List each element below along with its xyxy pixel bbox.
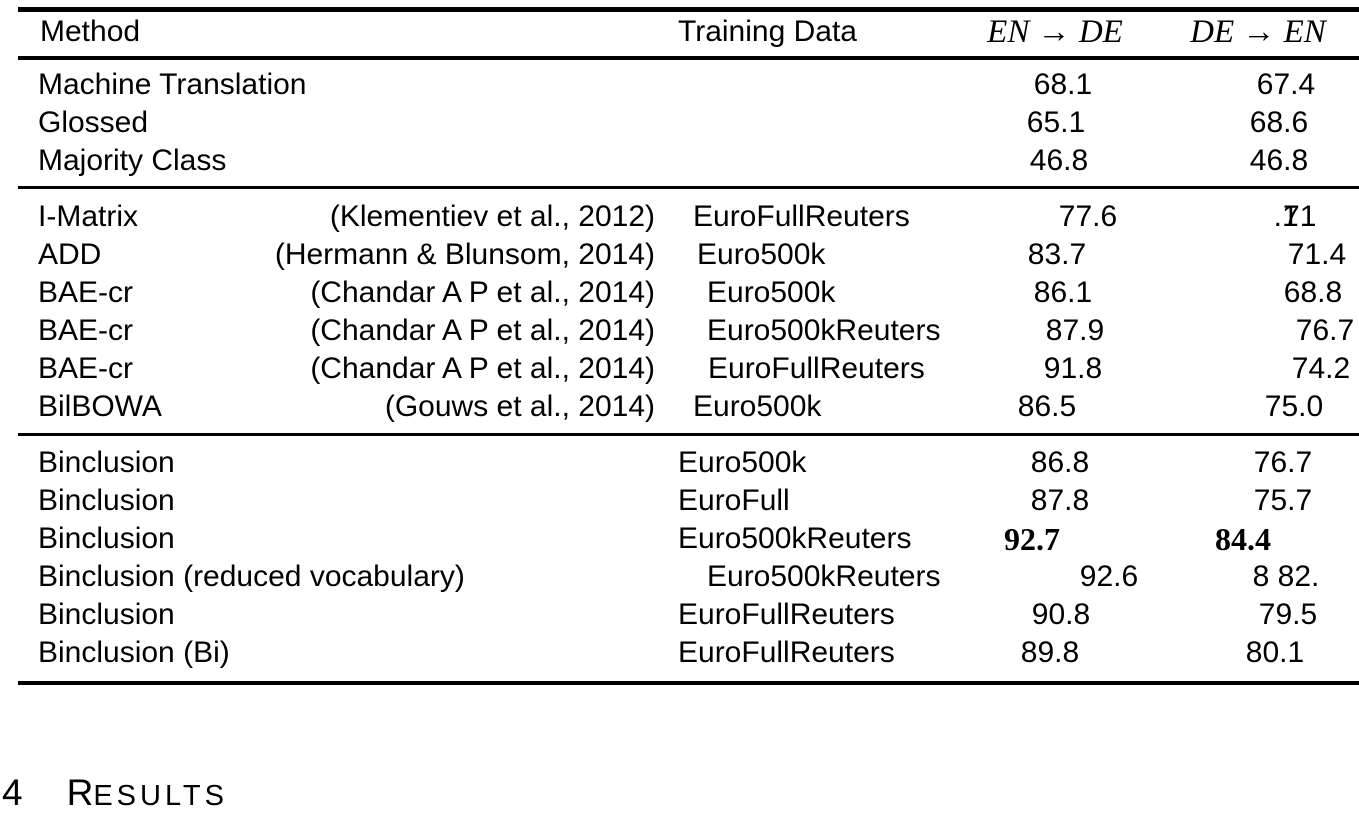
score-cell-de-en: 76.7 (1253, 446, 1313, 479)
table-rule-below-header (18, 56, 1359, 60)
table-row: BAE-cr (Chandar A P et al., 2014) Euro500k… (0, 274, 1359, 312)
score-cell-en-de: 87.8 (1030, 484, 1090, 517)
training-data-cell: Euro500kReuters (707, 314, 941, 347)
table-rule-top (18, 7, 1359, 12)
table-row: I-Matrix (Klementiev et al., 2012) EuroFul… (0, 198, 1359, 236)
method-cell: Binclusion (38, 522, 175, 555)
table-row: Binclusion Euro500kReuters 92.7 84.4 (0, 520, 1359, 558)
method-cell: I-Matrix (38, 200, 138, 233)
method-cell: Glossed (38, 106, 149, 139)
table-row: Binclusion EuroFullReuters 90.8 79.5 (0, 596, 1359, 634)
table-section-baselines: Machine Translation 68.1 67.4 Glossed 65.1 68… (0, 66, 1359, 180)
method-cell: Machine Translation (38, 68, 307, 101)
training-data-cell: EuroFullReuters (708, 352, 925, 385)
score-cell-de-en: 84.4 (1215, 521, 1271, 557)
score-cell-en-de: 91.8 (1043, 352, 1103, 385)
section-number: 4 (2, 772, 23, 813)
method-cell: Binclusion (38, 446, 175, 479)
method-cell: Binclusion (reduced vocabulary) (38, 560, 465, 593)
method-cell: Majority Class (38, 144, 227, 177)
training-data-cell: Euro500kReuters (707, 560, 941, 593)
score-cell-en-de: 86.5 (1017, 390, 1077, 423)
score-cell-en-de: 68.1 (1033, 68, 1093, 101)
table-row: Glossed 65.1 68.6 (0, 104, 1359, 142)
method-cell: Binclusion (38, 484, 175, 517)
score-cell-en-de: 46.8 (1029, 144, 1089, 177)
method-cell: ADD (38, 238, 102, 271)
score-cell-en-de: 86.8 (1030, 446, 1090, 479)
training-data-cell: Euro500k (678, 446, 807, 479)
method-cell: BAE-cr (38, 276, 134, 309)
method-cell: Binclusion (Bi) (38, 636, 230, 669)
training-data-cell: EuroFullReuters (693, 200, 910, 233)
score-cell-en-de: 86.1 (1033, 276, 1093, 309)
table-rule-section1 (18, 186, 1359, 189)
table-row: BAE-cr (Chandar A P et al., 2014) Euro500k… (0, 312, 1359, 350)
score-cell-de-en: 67.4 (1256, 68, 1316, 101)
score-cell-de-en: 76.7 (1295, 314, 1355, 347)
score-cell-de-en: 79.5 (1258, 598, 1318, 631)
table-row: Binclusion (reduced vocabulary) Euro500kR… (0, 558, 1359, 596)
method-cell: BAE-cr (38, 314, 134, 347)
table-row: Binclusion Euro500k 86.8 76.7 (0, 444, 1359, 482)
score-cell-de-en: 46.8 (1249, 144, 1309, 177)
citation-cell: (Gouws et al., 2014) (384, 390, 655, 423)
column-header-training-data: Training Data (678, 15, 857, 48)
method-cell: Binclusion (38, 598, 175, 631)
table-section-binclusion: Binclusion Euro500k 86.8 76.7 Binclusion Euro… (0, 444, 1359, 672)
section-title-smallcaps: ESULTS (93, 780, 228, 812)
score-cell-de-en: .171 (1273, 200, 1317, 233)
table-rule-section2 (18, 433, 1359, 436)
method-cell: BilBOWA (38, 390, 162, 423)
table-rule-bottom (18, 681, 1359, 685)
score-cell-de-en: 68.8 (1283, 276, 1343, 309)
section-title-initial: R (66, 772, 94, 813)
table-header-row: Method Training Data EN → DE DE → EN (0, 13, 1359, 51)
score-cell-en-de: 87.9 (1045, 314, 1105, 347)
table-row: Machine Translation 68.1 67.4 (0, 66, 1359, 104)
score-cell-en-de: 90.8 (1031, 598, 1091, 631)
training-data-cell: Euro500k (693, 390, 822, 423)
table-row: Majority Class 46.8 46.8 (0, 142, 1359, 180)
section-heading: 4 R ESULTS (2, 772, 228, 814)
citation-cell: (Klementiev et al., 2012) (329, 200, 655, 233)
column-header-de-en: DE → EN (1190, 14, 1326, 50)
column-header-method: Method (40, 15, 141, 48)
score-cell-de-en: 80.1 (1245, 636, 1305, 669)
score-cell-en-de: 83.7 (1027, 238, 1087, 271)
score-cell-de-en: 74.2 (1291, 352, 1351, 385)
table-row: BilBOWA (Gouws et al., 2014) Euro500k 86.5 7… (0, 388, 1359, 426)
citation-cell: (Hermann & Blunsom, 2014) (274, 238, 655, 271)
table-section-prior-work: I-Matrix (Klementiev et al., 2012) EuroFul… (0, 198, 1359, 426)
training-data-cell: EuroFull (678, 484, 790, 517)
table-row: ADD (Hermann & Blunsom, 2014) Euro500k 83.7… (0, 236, 1359, 274)
citation-cell: (Chandar A P et al., 2014) (310, 314, 655, 347)
citation-cell: (Chandar A P et al., 2014) (310, 352, 655, 385)
training-data-cell: Euro500k (707, 276, 836, 309)
score-cell-en-de: 92.6 (1079, 560, 1139, 593)
score-cell-de-en: 75.7 (1253, 484, 1313, 517)
score-cell-en-de: 65.1 (1026, 106, 1086, 139)
score-cell-en-de: 89.8 (1020, 636, 1080, 669)
score-cell-en-de: 77.6 (1058, 200, 1118, 233)
training-data-cell: EuroFullReuters (678, 598, 895, 631)
table-row: Binclusion (Bi) EuroFullReuters 89.8 80.1 (0, 634, 1359, 672)
method-cell: BAE-cr (38, 352, 134, 385)
training-data-cell: Euro500kReuters (678, 522, 912, 555)
score-cell-de-en: 8 82. (1252, 560, 1320, 593)
table-row: BAE-cr (Chandar A P et al., 2014) EuroFull… (0, 350, 1359, 388)
citation-cell: (Chandar A P et al., 2014) (310, 276, 655, 309)
column-header-en-de: EN → DE (987, 14, 1123, 50)
score-cell-de-en: 75.0 (1264, 390, 1324, 423)
score-cell-de-en: 71.4 (1287, 238, 1347, 271)
table-row: Binclusion EuroFull 87.8 75.7 (0, 482, 1359, 520)
score-cell-de-en: 68.6 (1249, 106, 1309, 139)
training-data-cell: Euro500k (697, 238, 826, 271)
score-cell-en-de: 92.7 (1004, 521, 1060, 557)
training-data-cell: EuroFullReuters (678, 636, 895, 669)
